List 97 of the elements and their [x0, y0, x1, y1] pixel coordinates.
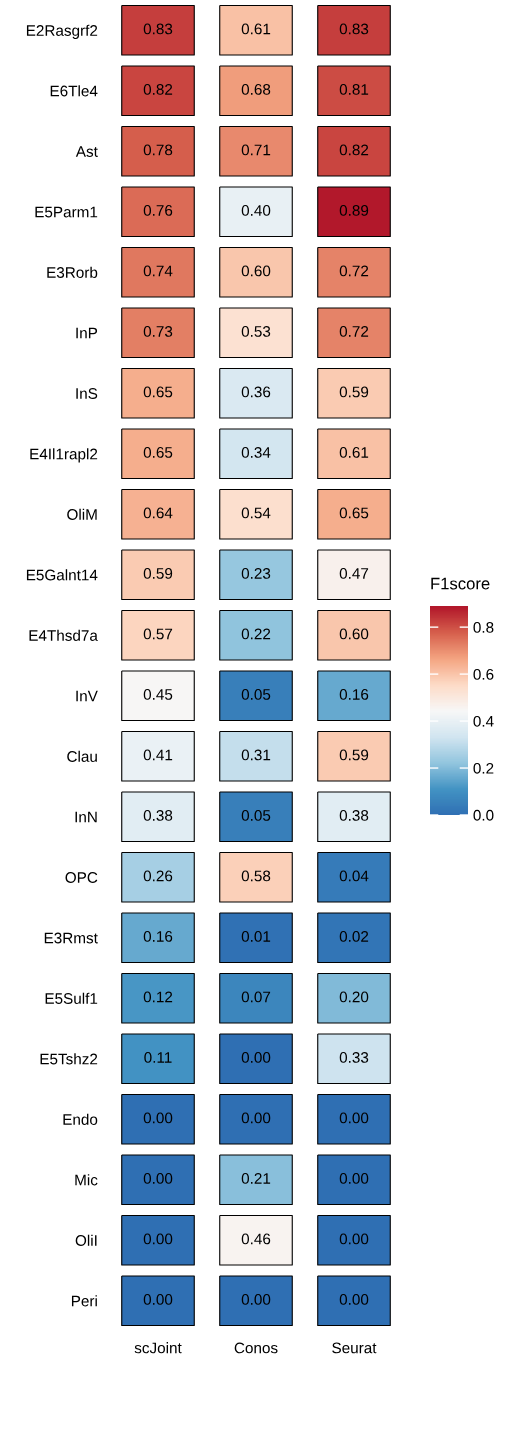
- data-label: 0.22: [241, 628, 271, 640]
- y-tick-label: E5Sulf1: [45, 992, 98, 1004]
- y-tick-label: E5Parm1: [35, 206, 98, 218]
- data-label: 0.00: [143, 1112, 173, 1124]
- data-label: 0.02: [339, 931, 369, 942]
- data-label: 0.16: [143, 931, 173, 942]
- data-label: 0.83: [143, 23, 173, 35]
- data-label: 0.01: [241, 931, 271, 942]
- data-label: 0.59: [339, 386, 369, 398]
- data-label: 0.60: [241, 265, 271, 277]
- color-bar-label: 0.8: [473, 622, 494, 633]
- data-label: 0.58: [241, 870, 271, 882]
- data-label: 0.73: [143, 326, 173, 337]
- data-label: 0.83: [339, 23, 369, 35]
- data-label: 0.00: [241, 1112, 271, 1124]
- y-tick-label: OPC: [65, 872, 98, 883]
- data-label: 0.00: [143, 1173, 173, 1184]
- data-label: 0.34: [241, 447, 271, 458]
- y-tick-label: E4Il1rapl2: [30, 448, 98, 463]
- y-tick-label: E5Tshz2: [40, 1053, 98, 1065]
- y-tick-label: E5Galnt14: [26, 569, 98, 581]
- data-label: 0.72: [339, 265, 369, 277]
- data-label: 0.74: [143, 265, 173, 277]
- data-label: 0.36: [241, 386, 271, 398]
- y-tick-label: Peri: [71, 1295, 97, 1307]
- data-label: 0.04: [339, 870, 369, 882]
- data-label: 0.00: [241, 1294, 271, 1305]
- data-label: 0.71: [241, 144, 271, 156]
- data-label: 0.00: [143, 1294, 173, 1305]
- data-label: 0.68: [241, 84, 271, 95]
- y-tick-label: E3Rmst: [44, 932, 98, 944]
- data-label: 0.00: [241, 1052, 271, 1063]
- data-label: 0.53: [241, 326, 271, 337]
- data-label: 0.61: [339, 447, 369, 458]
- data-label: 0.60: [339, 628, 369, 640]
- x-tick-label: Seurat: [332, 1342, 377, 1354]
- data-label: 0.07: [241, 991, 271, 1003]
- y-tick-label: E4Thsd7a: [29, 629, 98, 641]
- data-label: 0.00: [339, 1173, 369, 1184]
- data-label: 0.31: [241, 749, 271, 761]
- data-label: 0.38: [143, 810, 173, 821]
- data-label: 0.38: [339, 810, 369, 821]
- y-tick-label: OliI: [75, 1234, 97, 1246]
- data-label: 0.89: [339, 205, 369, 216]
- data-label: 0.23: [241, 568, 271, 579]
- data-label: 0.05: [241, 689, 271, 700]
- y-tick-label: InP: [76, 327, 98, 339]
- y-tick-label: Endo: [63, 1113, 98, 1125]
- x-tick-label: Conos: [234, 1342, 278, 1354]
- color-bar-label: 0.2: [473, 762, 494, 774]
- data-label: 0.46: [241, 1233, 271, 1245]
- y-tick-label: E2Rasgrf2: [26, 24, 98, 39]
- data-label: 0.26: [143, 870, 173, 882]
- data-label: 0.59: [143, 568, 173, 579]
- y-tick-label: Clau: [67, 750, 97, 762]
- data-label: 0.40: [241, 205, 271, 216]
- data-label: 0.82: [339, 144, 369, 156]
- data-label: 0.41: [143, 749, 173, 761]
- data-label: 0.21: [241, 1173, 271, 1184]
- data-label: 0.57: [143, 628, 173, 640]
- data-label: 0.00: [143, 1233, 173, 1245]
- color-bar-label: 0.6: [473, 668, 494, 680]
- data-label: 0.64: [143, 507, 173, 519]
- y-tick-label: InV: [76, 690, 98, 702]
- data-label: 0.59: [339, 749, 369, 761]
- data-label: 0.45: [143, 689, 173, 700]
- data-label: 0.65: [339, 507, 369, 519]
- x-tick-label: scJoint: [134, 1342, 182, 1354]
- y-tick-label: E6Tle4: [50, 85, 98, 97]
- data-label: 0.00: [339, 1112, 369, 1124]
- color-bar-label: 0.0: [473, 809, 494, 821]
- data-label: 0.82: [143, 84, 173, 95]
- data-label: 0.65: [143, 386, 173, 398]
- data-label: 0.61: [241, 23, 271, 35]
- data-label: 0.54: [241, 507, 271, 519]
- y-tick-label: InS: [76, 388, 98, 399]
- data-label: 0.65: [143, 447, 173, 458]
- y-tick-label: Mic: [75, 1174, 98, 1186]
- data-label: 0.81: [339, 84, 369, 95]
- data-label: 0.76: [143, 205, 173, 216]
- data-label: 0.72: [339, 326, 369, 337]
- y-tick-label: OliM: [67, 508, 97, 520]
- data-label: 0.00: [339, 1294, 369, 1305]
- data-label: 0.47: [339, 568, 369, 579]
- data-label: 0.20: [339, 991, 369, 1003]
- data-label: 0.05: [241, 810, 271, 821]
- data-label: 0.12: [143, 991, 173, 1003]
- data-label: 0.78: [143, 144, 173, 156]
- y-tick-label: Ast: [75, 146, 98, 157]
- y-tick-label: InN: [75, 811, 97, 823]
- data-label: 0.33: [339, 1052, 369, 1063]
- data-label: 0.11: [144, 1052, 172, 1063]
- color-bar-label: 0.4: [473, 715, 494, 727]
- data-label: 0.16: [339, 689, 369, 700]
- data-label: 0.00: [339, 1233, 369, 1245]
- color-bar-title: F1score: [431, 577, 490, 590]
- y-tick-label: E3Rorb: [47, 266, 98, 278]
